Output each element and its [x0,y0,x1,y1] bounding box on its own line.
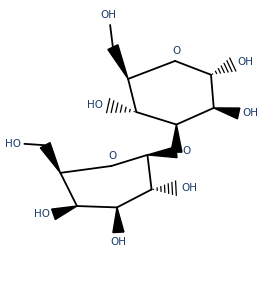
Polygon shape [52,206,77,220]
Text: HO: HO [87,100,103,110]
Text: HO: HO [34,209,50,219]
Text: OH: OH [110,237,126,247]
Polygon shape [214,108,240,119]
Text: OH: OH [101,10,117,20]
Polygon shape [40,143,60,173]
Polygon shape [108,45,128,79]
Text: HO: HO [5,139,21,149]
Text: OH: OH [242,108,258,118]
Text: OH: OH [181,183,197,193]
Polygon shape [147,147,177,158]
Text: OH: OH [238,57,254,67]
Polygon shape [171,125,182,152]
Polygon shape [113,207,124,233]
Text: O: O [172,46,181,56]
Text: O: O [109,151,117,161]
Text: O: O [183,146,191,156]
